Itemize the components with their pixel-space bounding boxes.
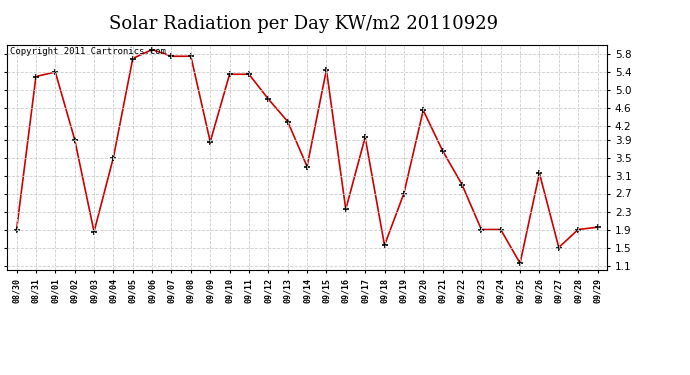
Text: Solar Radiation per Day KW/m2 20110929: Solar Radiation per Day KW/m2 20110929 — [109, 15, 498, 33]
Text: Copyright 2011 Cartronics.com: Copyright 2011 Cartronics.com — [10, 47, 166, 56]
